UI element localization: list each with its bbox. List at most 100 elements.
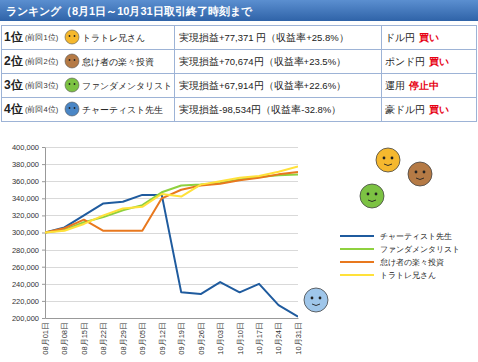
y-tick: 280,000 [12,246,45,255]
y-tick-label: 300,000 [12,228,39,237]
tick-mark [42,284,45,285]
x-tick-label: 10月24日 [274,322,283,355]
avatar-face [360,184,384,208]
x-tick: 09月05日 [138,322,147,355]
rank: 2位 [4,54,23,68]
avatar-face [65,54,79,68]
previous-rank: (前回2位) [25,57,59,66]
y-tick: 400,000 [12,143,45,152]
y-tick: 380,000 [12,160,45,169]
y-tick: 200,000 [12,314,45,323]
result: 実現損益+70,674円（収益率+23.5%） [179,56,346,67]
grid-line [45,250,298,251]
x-tick: 09月19日 [177,322,186,355]
legend-label: ファンダメンタリスト [380,245,460,254]
y-tick: 340,000 [12,194,45,203]
avatar-mouth [368,200,376,202]
rank: 1位 [4,30,23,44]
x-tick-label: 10月10日 [236,322,245,355]
header-title: ランキング（8月1日～10月31日取引終了時刻まで [6,5,253,18]
avatar-mouth [312,304,320,306]
currency-pair: 運用 [385,80,405,91]
x-tick: 08月01日 [41,322,50,355]
avatar-eye [311,297,314,300]
avatar-eye [74,83,76,85]
grid-line [45,267,298,268]
x-tick-label: 09月05日 [138,322,147,355]
avatar-eye [74,59,76,61]
x-tick: 08月08日 [60,322,69,355]
position-status: 停止中 [408,80,439,91]
y-tick-label: 320,000 [12,211,39,220]
avatar-eye [74,107,76,109]
trader-name: トラトレ兄さん [82,33,145,43]
avatar-icon [376,148,400,172]
legend-swatch [340,274,374,276]
x-tick-label: 09月26日 [197,322,206,355]
avatar-eye [415,171,418,174]
grid [45,148,298,319]
y-tick: 240,000 [12,280,45,289]
legend-swatch [340,248,374,250]
y-tick-label: 340,000 [12,194,39,203]
position-status: 買い [428,104,449,115]
avatar-icon [65,102,79,116]
x-tick: 10月10日 [236,322,245,355]
previous-rank: (前回1位) [25,33,59,42]
header-bar [0,0,478,21]
y-tick-label: 380,000 [12,160,39,169]
grid-line [45,301,298,302]
x-tick: 09月12日 [158,322,167,355]
currency-pair: 豪ドル円 [385,104,425,115]
legend: チャーティスト先生ファンダメンタリスト怠け者の楽々投資トラトレ兄さん [340,232,460,280]
x-tick: 08月29日 [119,322,128,355]
line-chart: 200,000 220,000 240,000 260,000 280,000 300,0… [12,143,460,355]
tick-mark [42,198,45,199]
grid-line [45,233,298,234]
series-line [45,166,298,232]
avatar-face [65,102,79,116]
avatar-face [408,162,432,186]
y-axis: 200,000 220,000 240,000 260,000 280,000 300,0… [12,143,46,323]
legend-label: トラトレ兄さん [380,271,436,280]
y-tick: 360,000 [12,177,45,186]
tick-mark [42,301,45,302]
y-tick: 260,000 [12,263,45,272]
grid-line [45,318,298,319]
series-line [45,195,298,317]
avatar-icon [360,184,384,208]
result: 実現損益+77,371 円（収益率+25.8%） [179,32,349,43]
y-tick: 300,000 [12,228,45,237]
previous-rank: (前回3位) [25,81,59,90]
y-tick-label: 240,000 [12,280,39,289]
trader-name: 怠け者の楽々投資 [81,57,154,67]
tick-mark [42,147,45,148]
grid-line [45,181,298,182]
trader-name: チャーティスト先生 [82,105,163,115]
avatar-face [65,78,79,92]
avatar-eye [69,35,71,37]
position-status: 買い [428,56,449,67]
avatar-icon [408,162,432,186]
result: 実現損益+67,914円（収益率+22.6%） [179,80,346,91]
x-tick-label: 08月22日 [99,322,108,355]
table-row-line [2,49,477,50]
y-tick-label: 220,000 [12,297,39,306]
x-tick: 10月31日 [294,322,303,355]
avatar-face [65,30,79,44]
avatar-eye [391,157,394,160]
table-row-line [2,97,477,98]
y-tick: 220,000 [12,297,45,306]
x-axis: 08月01日08月08日08月15日08月22日08月29日09月05日09月1… [41,319,303,355]
y-tick-label: 360,000 [12,177,39,186]
avatar-icon [65,54,79,68]
avatar-eye [69,59,71,61]
avatar-face [376,148,400,172]
avatar-eye [319,297,322,300]
avatar-icons [304,148,432,312]
y-tick-label: 280,000 [12,246,39,255]
x-tick-label: 10月03日 [216,322,225,355]
x-tick-label: 08月29日 [119,322,128,355]
avatar-eye [383,157,386,160]
avatar-mouth [384,164,392,166]
